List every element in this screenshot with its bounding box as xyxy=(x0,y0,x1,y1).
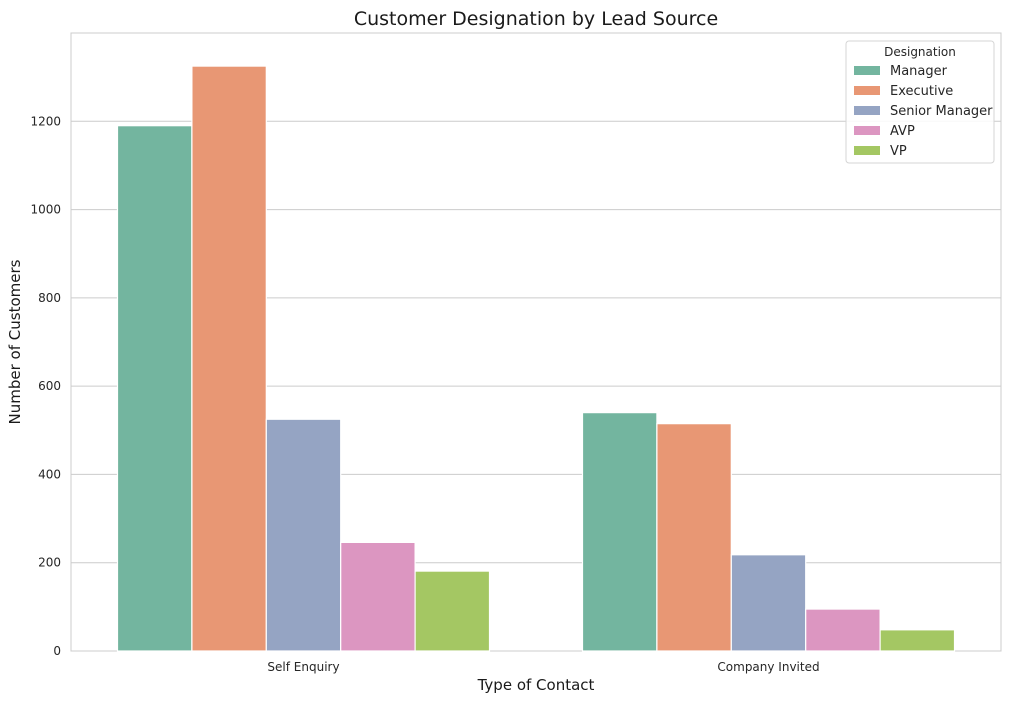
legend-entry: AVP xyxy=(890,124,915,139)
legend-entry: VP xyxy=(890,144,907,159)
bar-avp xyxy=(340,541,416,652)
legend-swatch xyxy=(854,86,880,95)
bar-senior-manager xyxy=(730,554,807,652)
bars xyxy=(116,65,956,652)
legend-entry: Senior Manager xyxy=(890,104,993,119)
x-axis-ticks: Self Enquiry Company Invited xyxy=(267,660,819,674)
legend-swatch xyxy=(854,66,880,75)
legend-entry: Executive xyxy=(890,84,953,99)
legend-swatch xyxy=(854,106,880,115)
legend-box xyxy=(845,40,995,164)
legend: Designation Manager Executive Senior Manage… xyxy=(845,40,995,164)
legend-swatch xyxy=(854,146,880,155)
bar-vp xyxy=(879,629,956,652)
bar-manager xyxy=(581,412,658,652)
legend-title: Designation xyxy=(884,45,956,59)
y-tick-label: 600 xyxy=(38,379,61,393)
y-tick-label: 0 xyxy=(53,644,61,658)
legend-entry: Manager xyxy=(890,64,948,79)
bar-manager xyxy=(116,125,193,652)
y-tick-label: 400 xyxy=(38,467,61,481)
bar-vp xyxy=(414,570,491,652)
x-tick-label: Self Enquiry xyxy=(267,660,339,674)
y-tick-label: 1200 xyxy=(30,114,61,128)
bar-executive xyxy=(191,65,267,652)
chart-title: Customer Designation by Lead Source xyxy=(354,8,718,30)
x-tick-label: Company Invited xyxy=(717,660,819,674)
y-tick-label: 200 xyxy=(38,556,61,570)
plot-frame xyxy=(70,32,1002,652)
y-axis-ticks: 0 200 400 600 800 1000 1200 xyxy=(30,114,61,658)
bar-executive xyxy=(656,423,732,652)
legend-swatch xyxy=(854,126,880,135)
y-tick-label: 1000 xyxy=(30,203,61,217)
bar-senior-manager xyxy=(265,418,342,652)
x-axis-title: Type of Contact xyxy=(477,676,595,694)
y-tick-label: 800 xyxy=(38,291,61,305)
y-axis-title: Number of Customers xyxy=(6,259,24,424)
bar-avp xyxy=(805,608,881,652)
